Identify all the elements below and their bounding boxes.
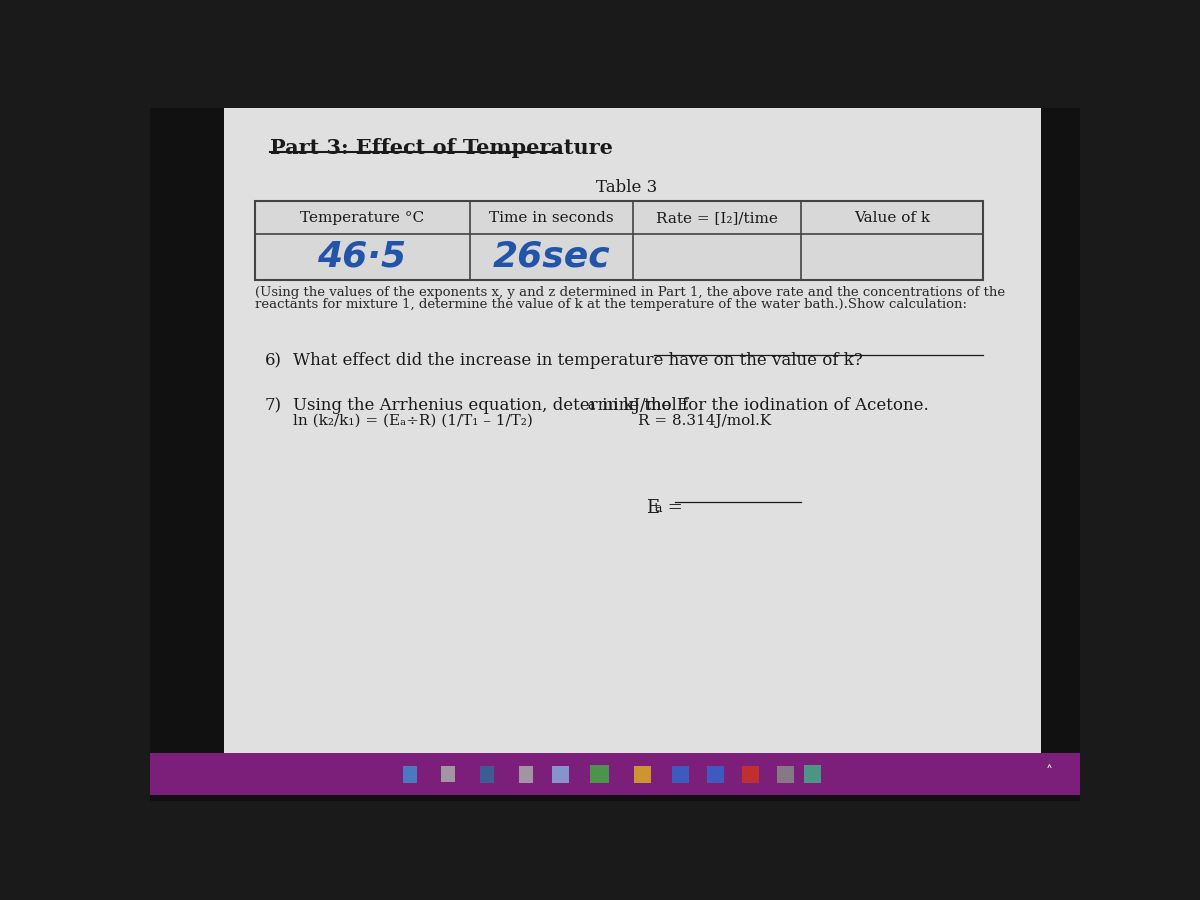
Text: =: =: [661, 499, 683, 517]
Text: in kJ/mol for the iodination of Acetone.: in kJ/mol for the iodination of Acetone.: [598, 397, 929, 414]
Bar: [150, 108, 223, 755]
Bar: [223, 108, 1042, 755]
Text: reactants for mixture 1, determine the value of k at the temperature of the wate: reactants for mixture 1, determine the v…: [254, 299, 967, 311]
Text: ˄: ˄: [1045, 765, 1052, 778]
Bar: [742, 766, 760, 782]
Text: Table 3: Table 3: [596, 179, 658, 196]
Text: 26sec: 26sec: [493, 240, 611, 274]
Bar: [804, 765, 821, 783]
Text: 46·5: 46·5: [318, 240, 407, 274]
Text: Value of k: Value of k: [854, 211, 930, 225]
Text: 7): 7): [265, 397, 282, 414]
Bar: [518, 766, 533, 782]
Bar: [403, 766, 416, 782]
Bar: [1042, 108, 1080, 755]
Bar: [442, 767, 455, 782]
Text: E: E: [646, 499, 659, 517]
Bar: [254, 202, 983, 280]
Text: R = 8.314J/mol.K: R = 8.314J/mol.K: [638, 414, 772, 428]
Bar: [672, 766, 689, 782]
Bar: [776, 766, 794, 782]
Bar: [707, 766, 725, 782]
Text: Time in seconds: Time in seconds: [490, 211, 614, 225]
Text: a: a: [654, 502, 662, 515]
Bar: [634, 766, 650, 782]
Bar: [150, 753, 1080, 801]
Bar: [150, 795, 1080, 801]
Text: Rate = [I₂]/time: Rate = [I₂]/time: [656, 211, 778, 225]
Bar: [590, 765, 608, 783]
Text: ln (k₂/k₁) = (Eₐ÷R) (1/T₁ – 1/T₂): ln (k₂/k₁) = (Eₐ÷R) (1/T₁ – 1/T₂): [293, 414, 533, 428]
Text: Part 3: Effect of Temperature: Part 3: Effect of Temperature: [270, 138, 613, 157]
Text: What effect did the increase in temperature have on the value of k?: What effect did the increase in temperat…: [293, 353, 863, 369]
Bar: [254, 202, 983, 280]
Text: 6): 6): [265, 353, 282, 369]
Text: Using the Arrhenius equation, determine the E: Using the Arrhenius equation, determine …: [293, 397, 689, 414]
Text: a: a: [588, 400, 595, 412]
Text: (Using the values of the exponents x, y and z determined in Part 1, the above ra: (Using the values of the exponents x, y …: [254, 286, 1004, 299]
Bar: [480, 766, 494, 782]
Text: Temperature °C: Temperature °C: [300, 211, 424, 225]
Bar: [552, 766, 569, 782]
